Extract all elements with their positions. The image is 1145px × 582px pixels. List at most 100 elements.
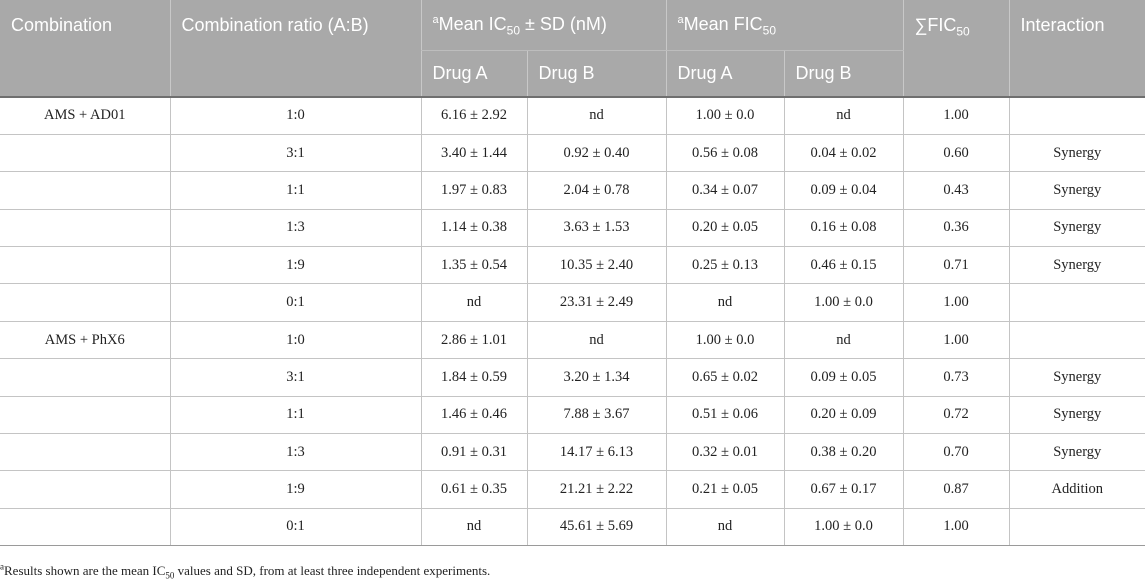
header-ic50-drug-a: Drug A [420, 50, 527, 98]
header-ic50-superscript: a [432, 14, 439, 27]
cell-ic50-drug-a: 3.40 ± 1.44 [420, 134, 527, 173]
header-empty-sum [902, 50, 1010, 98]
cell-fic50-drug-b: 0.04 ± 0.02 [783, 134, 904, 173]
cell-fic50-drug-b: 0.67 ± 0.17 [783, 470, 904, 509]
cell-sum-fic50: 0.43 [902, 171, 1010, 210]
cell-interaction: Synergy [1008, 246, 1145, 285]
header-sum-fic50: ∑FIC50 [902, 0, 1010, 50]
cell-fic50-drug-b: 1.00 ± 0.0 [783, 508, 904, 547]
header-ic50-prefix: Mean IC [438, 14, 507, 35]
header-empty-interaction [1008, 50, 1145, 98]
cell-sum-fic50: 1.00 [902, 508, 1010, 547]
header-sumfic-prefix: ∑FIC [914, 14, 957, 35]
cell-fic50-drug-b: nd [783, 97, 904, 135]
cell-fic50-drug-a: nd [665, 508, 784, 547]
cell-ic50-drug-b: 3.63 ± 1.53 [526, 209, 666, 248]
header-empty-combination [0, 50, 170, 98]
cell-fic50-drug-a: 0.21 ± 0.05 [665, 470, 784, 509]
cell-interaction: Synergy [1008, 433, 1145, 472]
cell-combination [0, 134, 170, 173]
cell-interaction: Addition [1008, 470, 1145, 509]
cell-fic50-drug-a: 0.20 ± 0.05 [665, 209, 784, 248]
header-interaction: Interaction [1008, 0, 1145, 50]
cell-combination [0, 433, 170, 472]
cell-ic50-drug-b: 3.20 ± 1.34 [526, 358, 666, 397]
cell-fic50-drug-a: 0.51 ± 0.06 [665, 396, 784, 435]
cell-combination [0, 209, 170, 248]
cell-fic50-drug-a: 0.32 ± 0.01 [665, 433, 784, 472]
cell-fic50-drug-b: 0.46 ± 0.15 [783, 246, 904, 285]
results-table: Combination Combination ratio (A:B) aMea… [0, 0, 1145, 547]
cell-ic50-drug-b: 23.31 ± 2.49 [526, 283, 666, 322]
cell-combination [0, 246, 170, 285]
cell-combination-ratio: 1:1 [169, 171, 421, 210]
cell-fic50-drug-b: nd [783, 321, 904, 360]
header-row-1: Combination Combination ratio (A:B) aMea… [0, 0, 1145, 51]
cell-interaction [1008, 508, 1145, 547]
cell-combination-ratio: 3:1 [169, 134, 421, 173]
cell-combination: AMS + AD01 [0, 97, 170, 135]
cell-sum-fic50: 0.70 [902, 433, 1010, 472]
cell-sum-fic50: 1.00 [902, 321, 1010, 360]
table-row: 1:1 1.46 ± 0.46 7.88 ± 3.67 0.51 ± 0.06 0.20… [0, 396, 1145, 435]
cell-combination [0, 508, 170, 547]
header-mean-fic50: aMean FIC50 [665, 0, 904, 51]
cell-ic50-drug-a: 1.97 ± 0.83 [420, 171, 527, 210]
header-fic50-drug-a: Drug A [665, 50, 784, 98]
cell-combination-ratio: 0:1 [169, 508, 421, 547]
cell-interaction: Synergy [1008, 209, 1145, 248]
cell-ic50-drug-a: nd [420, 508, 527, 547]
cell-ic50-drug-b: nd [526, 97, 666, 135]
cell-combination-ratio: 1:9 [169, 246, 421, 285]
cell-combination-ratio: 1:3 [169, 433, 421, 472]
cell-interaction: Synergy [1008, 171, 1145, 210]
cell-sum-fic50: 0.71 [902, 246, 1010, 285]
cell-fic50-drug-a: 0.34 ± 0.07 [665, 171, 784, 210]
cell-ic50-drug-a: 1.46 ± 0.46 [420, 396, 527, 435]
cell-fic50-drug-b: 0.09 ± 0.05 [783, 358, 904, 397]
header-row-2: Drug A Drug B Drug A Drug B [0, 50, 1145, 98]
cell-ic50-drug-b: 0.92 ± 0.40 [526, 134, 666, 173]
cell-ic50-drug-b: 45.61 ± 5.69 [526, 508, 666, 547]
cell-combination-ratio: 0:1 [169, 283, 421, 322]
cell-fic50-drug-b: 0.16 ± 0.08 [783, 209, 904, 248]
table-row: 0:1 nd 45.61 ± 5.69 nd 1.00 ± 0.0 1.00 [0, 508, 1145, 547]
cell-fic50-drug-a: 0.25 ± 0.13 [665, 246, 784, 285]
cell-fic50-drug-a: 1.00 ± 0.0 [665, 321, 784, 360]
cell-ic50-drug-b: 10.35 ± 2.40 [526, 246, 666, 285]
table-row: 1:9 1.35 ± 0.54 10.35 ± 2.40 0.25 ± 0.13 0.4… [0, 246, 1145, 285]
table-row: 3:1 3.40 ± 1.44 0.92 ± 0.40 0.56 ± 0.08 0.04… [0, 134, 1145, 173]
header-fic50-drug-b: Drug B [783, 50, 904, 98]
cell-fic50-drug-b: 0.38 ± 0.20 [783, 433, 904, 472]
table-body: AMS + AD01 1:0 6.16 ± 2.92 nd 1.00 ± 0.0 nd 1.… [0, 97, 1145, 547]
cell-combination-ratio: 3:1 [169, 358, 421, 397]
header-ic50-suffix: ± SD (nM) [520, 14, 607, 35]
header-fic50-superscript: a [677, 14, 684, 27]
table-row: 1:1 1.97 ± 0.83 2.04 ± 0.78 0.34 ± 0.07 0.09… [0, 171, 1145, 210]
cell-combination: AMS + PhX6 [0, 321, 170, 360]
footnote-subscript: 50 [165, 570, 175, 581]
cell-ic50-drug-a: 1.14 ± 0.38 [420, 209, 527, 248]
cell-interaction: Synergy [1008, 134, 1145, 173]
cell-ic50-drug-a: nd [420, 283, 527, 322]
header-empty-ratio [169, 50, 421, 98]
cell-fic50-drug-a: 0.65 ± 0.02 [665, 358, 784, 397]
table-footnote: aResults shown are the mean IC50 values … [0, 561, 491, 581]
cell-ic50-drug-a: 0.61 ± 0.35 [420, 470, 527, 509]
footnote-suffix: values and SD, from at least three indep… [174, 563, 491, 578]
table-row: AMS + AD01 1:0 6.16 ± 2.92 nd 1.00 ± 0.0 nd 1.… [0, 97, 1145, 135]
header-sumfic-subscript: 50 [956, 24, 970, 39]
cell-combination [0, 396, 170, 435]
cell-ic50-drug-b: 7.88 ± 3.67 [526, 396, 666, 435]
cell-ic50-drug-a: 1.35 ± 0.54 [420, 246, 527, 285]
cell-sum-fic50: 1.00 [902, 283, 1010, 322]
table-row: 1:9 0.61 ± 0.35 21.21 ± 2.22 0.21 ± 0.05 0.6… [0, 470, 1145, 509]
cell-fic50-drug-a: nd [665, 283, 784, 322]
cell-interaction [1008, 283, 1145, 322]
footnote-superscript: a [0, 561, 4, 572]
cell-sum-fic50: 0.72 [902, 396, 1010, 435]
table-row: AMS + PhX6 1:0 2.86 ± 1.01 nd 1.00 ± 0.0 nd 1.… [0, 321, 1145, 360]
cell-combination [0, 171, 170, 210]
cell-ic50-drug-a: 2.86 ± 1.01 [420, 321, 527, 360]
header-combination: Combination [0, 0, 170, 50]
